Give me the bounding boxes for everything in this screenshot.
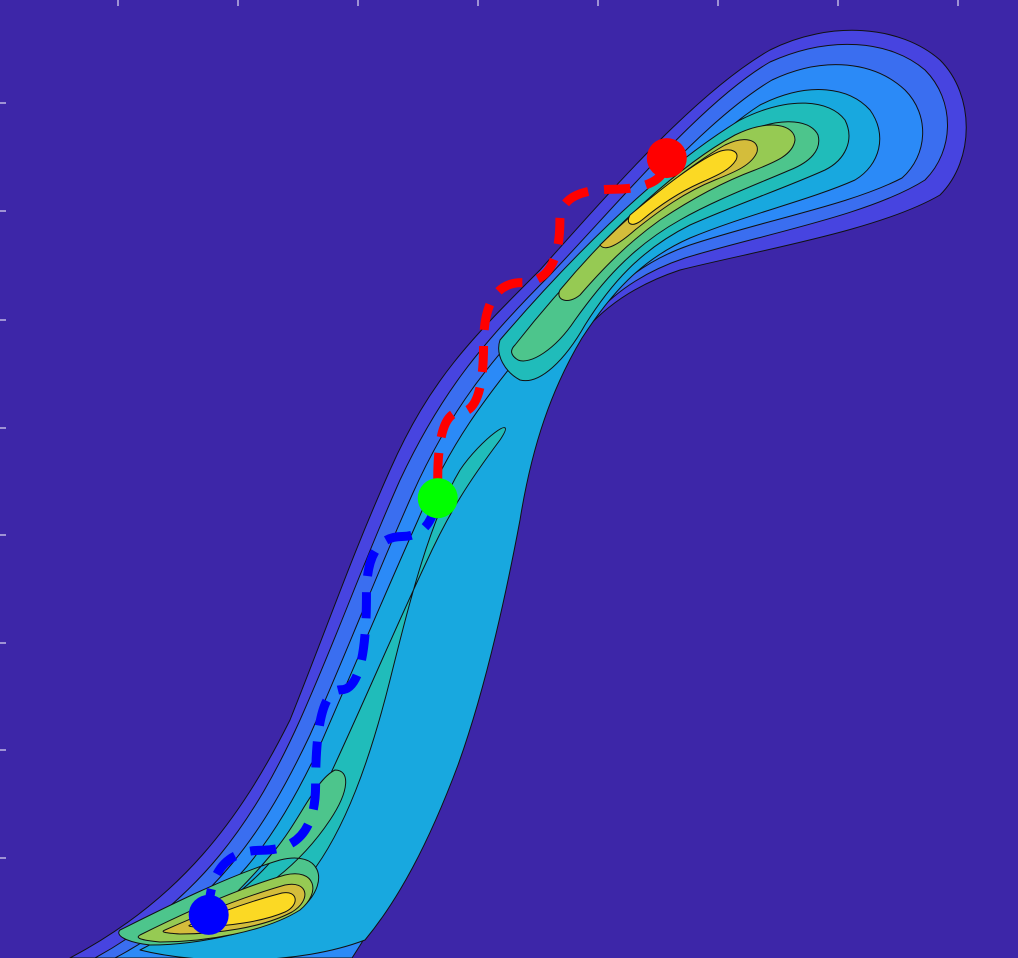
start-marker <box>188 894 229 935</box>
end-marker <box>646 138 687 179</box>
axis-ticks <box>0 0 959 859</box>
state-markers <box>188 138 687 935</box>
blue-path <box>204 478 443 915</box>
midpoint-marker <box>417 478 458 519</box>
contour-level-7 <box>137 124 796 943</box>
density-contours <box>69 29 967 958</box>
transition-paths <box>204 157 672 915</box>
contour-level-4 <box>139 89 881 958</box>
red-path <box>433 157 672 480</box>
